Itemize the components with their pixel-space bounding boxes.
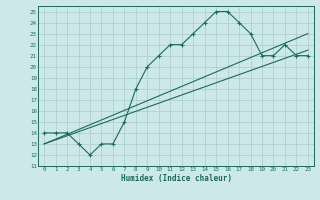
X-axis label: Humidex (Indice chaleur): Humidex (Indice chaleur) [121,174,231,183]
